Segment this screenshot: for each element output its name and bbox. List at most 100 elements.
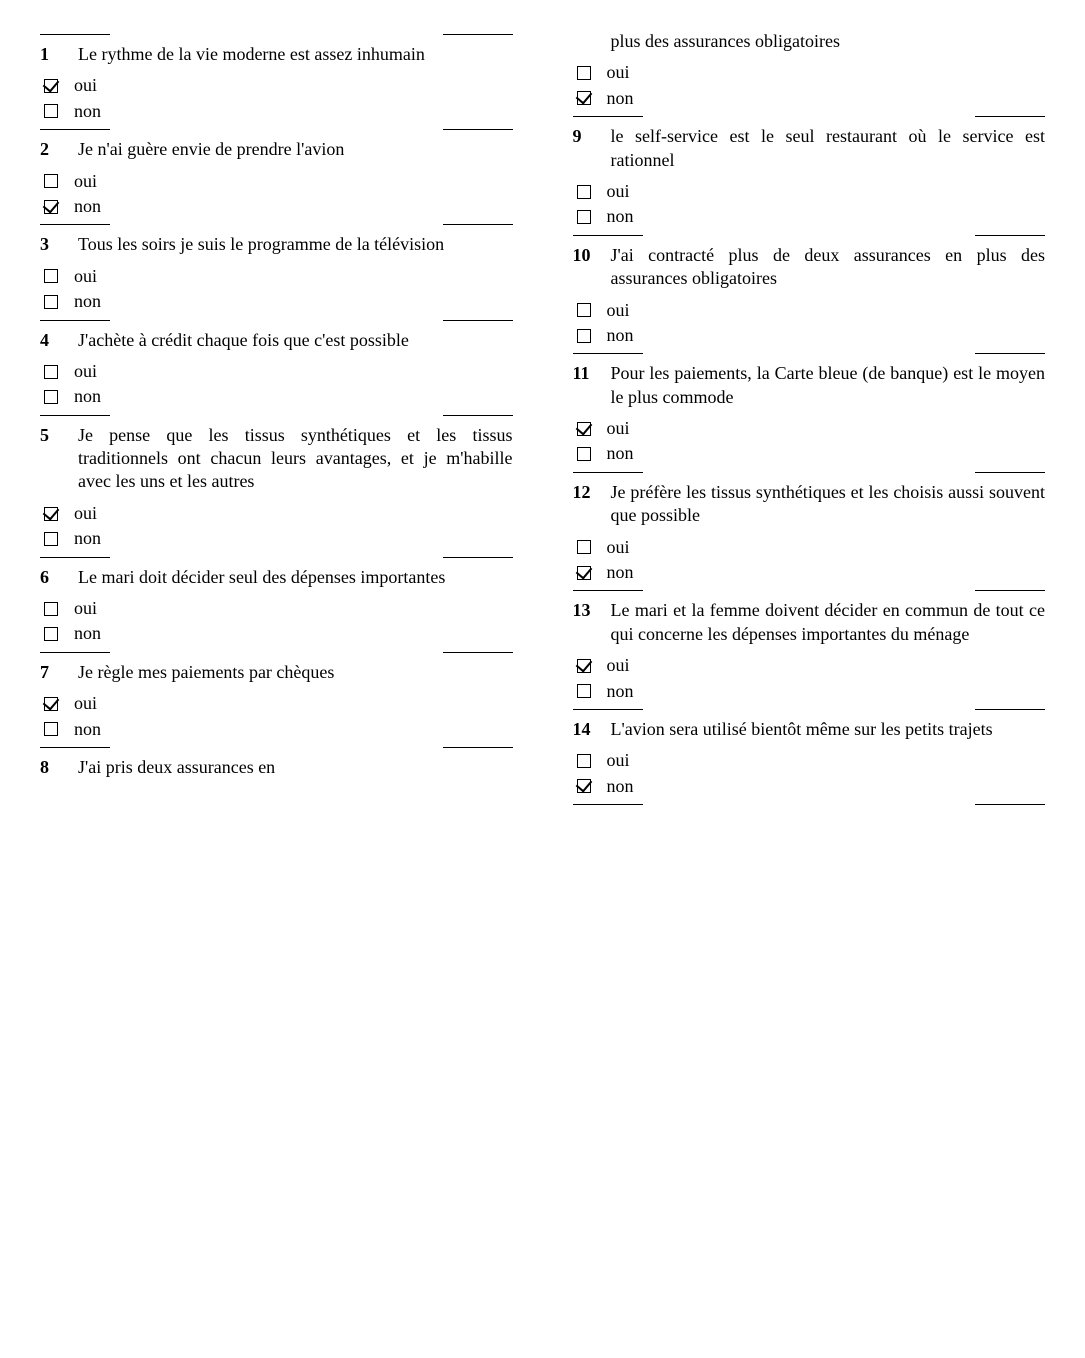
- checkbox-oui[interactable]: [577, 754, 591, 768]
- checkbox-non[interactable]: [44, 200, 58, 214]
- option-non: non: [607, 561, 1046, 584]
- checkbox-oui[interactable]: [44, 79, 58, 93]
- question-text: Je pense que les tissus synthétiques et …: [78, 424, 513, 494]
- question-13: 13 Le mari et la femme doivent décider e…: [573, 599, 1046, 703]
- option-oui: oui: [74, 597, 513, 620]
- divider: [40, 557, 513, 558]
- question-text: Je préfère les tissus synthétiques et le…: [611, 481, 1046, 528]
- checkbox-non[interactable]: [577, 91, 591, 105]
- divider: [40, 652, 513, 653]
- question-number: 11: [573, 362, 595, 385]
- checkbox-oui[interactable]: [577, 66, 591, 80]
- question-text: plus des assurances obligatoires: [611, 30, 1046, 53]
- checkbox-oui[interactable]: [44, 269, 58, 283]
- option-non: non: [74, 100, 513, 123]
- divider: [573, 590, 1046, 591]
- question-text: Le rythme de la vie moderne est assez in…: [78, 43, 513, 66]
- checkbox-non[interactable]: [577, 329, 591, 343]
- option-oui: oui: [607, 417, 1046, 440]
- question-number: 13: [573, 599, 595, 622]
- checkbox-non[interactable]: [44, 532, 58, 546]
- checkbox-oui[interactable]: [577, 422, 591, 436]
- option-oui: oui: [74, 170, 513, 193]
- checkbox-oui[interactable]: [44, 507, 58, 521]
- divider: [573, 235, 1046, 236]
- checkbox-oui[interactable]: [577, 185, 591, 199]
- question-number: 14: [573, 718, 595, 741]
- checkbox-non[interactable]: [577, 566, 591, 580]
- question-6: 6 Le mari doit décider seul des dépenses…: [40, 566, 513, 646]
- question-11: 11 Pour les paiements, la Carte bleue (d…: [573, 362, 1046, 466]
- question-number: 7: [40, 661, 62, 684]
- divider: [40, 320, 513, 321]
- checkbox-oui[interactable]: [44, 602, 58, 616]
- option-non: non: [74, 622, 513, 645]
- question-number: 1: [40, 43, 62, 66]
- checkbox-non[interactable]: [44, 722, 58, 736]
- question-number: 8: [40, 756, 62, 779]
- question-text: Tous les soirs je suis le programme de l…: [78, 233, 513, 256]
- question-text: J'achète à crédit chaque fois que c'est …: [78, 329, 513, 352]
- option-oui: oui: [74, 692, 513, 715]
- question-number: 6: [40, 566, 62, 589]
- question-text: Je n'ai guère envie de prendre l'avion: [78, 138, 513, 161]
- question-1: 1 Le rythme de la vie moderne est assez …: [40, 43, 513, 123]
- divider: [40, 129, 513, 130]
- checkbox-oui[interactable]: [577, 540, 591, 554]
- question-2: 2 Je n'ai guère envie de prendre l'avion…: [40, 138, 513, 218]
- question-number: 12: [573, 481, 595, 504]
- checkbox-oui[interactable]: [577, 303, 591, 317]
- divider: [40, 34, 513, 35]
- divider: [40, 747, 513, 748]
- question-12: 12 Je préfère les tissus synthétiques et…: [573, 481, 1046, 585]
- checkbox-oui[interactable]: [44, 697, 58, 711]
- question-text: Pour les paiements, la Carte bleue (de b…: [611, 362, 1046, 409]
- question-text: J'ai contracté plus de deux assurances e…: [611, 244, 1046, 291]
- option-non: non: [74, 718, 513, 741]
- option-oui: oui: [74, 265, 513, 288]
- checkbox-oui[interactable]: [44, 174, 58, 188]
- checkbox-non[interactable]: [577, 779, 591, 793]
- option-oui: oui: [607, 536, 1046, 559]
- option-non: non: [607, 775, 1046, 798]
- option-non: non: [74, 527, 513, 550]
- checkbox-non[interactable]: [44, 627, 58, 641]
- divider: [573, 709, 1046, 710]
- checkbox-non[interactable]: [44, 104, 58, 118]
- option-non: non: [74, 195, 513, 218]
- question-8: 8 J'ai pris deux assurances en: [40, 756, 513, 779]
- checkbox-non[interactable]: [577, 447, 591, 461]
- divider: [573, 804, 1046, 805]
- divider: [573, 472, 1046, 473]
- checkbox-oui[interactable]: [577, 659, 591, 673]
- question-text: Le mari et la femme doivent décider en c…: [611, 599, 1046, 646]
- option-non: non: [607, 87, 1046, 110]
- checkbox-non[interactable]: [44, 390, 58, 404]
- question-8-continuation: plus des assurances obligatoires oui non: [573, 30, 1046, 110]
- question-14: 14 L'avion sera utilisé bientôt même sur…: [573, 718, 1046, 798]
- question-4: 4 J'achète à crédit chaque fois que c'es…: [40, 329, 513, 409]
- question-number: 4: [40, 329, 62, 352]
- checkbox-non[interactable]: [44, 295, 58, 309]
- question-10: 10 J'ai contracté plus de deux assurance…: [573, 244, 1046, 348]
- question-5: 5 Je pense que les tissus synthétiques e…: [40, 424, 513, 551]
- option-oui: oui: [607, 299, 1046, 322]
- divider: [40, 415, 513, 416]
- option-non: non: [607, 442, 1046, 465]
- question-text: Je règle mes paiements par chèques: [78, 661, 513, 684]
- divider: [573, 353, 1046, 354]
- option-non: non: [607, 324, 1046, 347]
- right-column: plus des assurances obligatoires oui non…: [573, 30, 1046, 813]
- option-non: non: [607, 205, 1046, 228]
- question-text: le self-service est le seul restaurant o…: [611, 125, 1046, 172]
- question-text: L'avion sera utilisé bientôt même sur le…: [611, 718, 1046, 741]
- checkbox-oui[interactable]: [44, 365, 58, 379]
- option-oui: oui: [74, 502, 513, 525]
- checkbox-non[interactable]: [577, 210, 591, 224]
- question-text: J'ai pris deux assurances en: [78, 756, 513, 779]
- checkbox-non[interactable]: [577, 684, 591, 698]
- question-7: 7 Je règle mes paiements par chèques oui…: [40, 661, 513, 741]
- two-column-layout: 1 Le rythme de la vie moderne est assez …: [40, 30, 1045, 813]
- option-non: non: [607, 680, 1046, 703]
- option-oui: oui: [607, 749, 1046, 772]
